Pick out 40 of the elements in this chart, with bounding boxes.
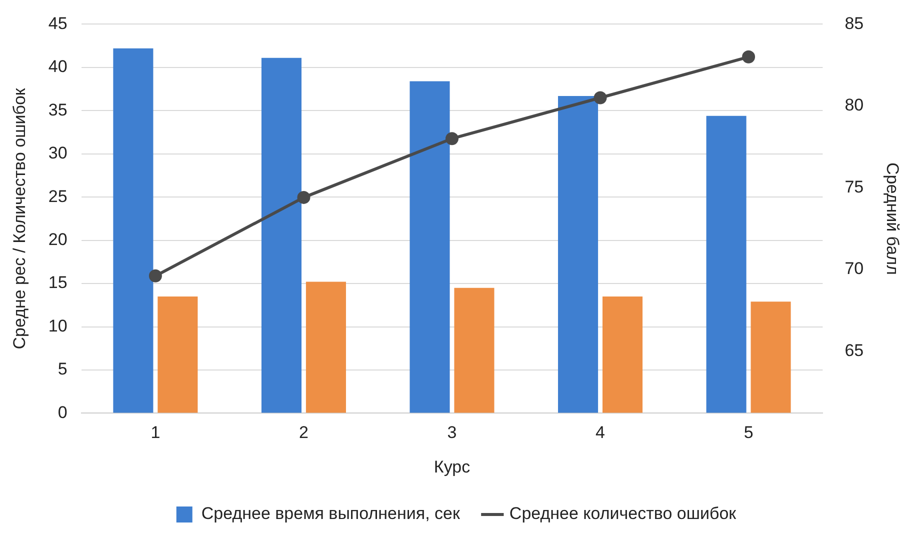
point: [297, 190, 310, 204]
y-tick-label: 30: [48, 144, 68, 163]
legend-label: Среднее время выполнения, сек: [201, 504, 460, 524]
y-tick-label: 45: [48, 14, 68, 33]
bar: [706, 116, 746, 413]
y2-tick-label: 65: [844, 340, 864, 360]
bar: [602, 296, 643, 413]
point: [742, 50, 756, 64]
x-tick-label: 5: [744, 423, 754, 442]
y2-tick-label: 75: [844, 177, 864, 196]
y2-tick-label: 85: [844, 14, 864, 33]
y2-axis-title: Средний балл: [883, 162, 902, 275]
bar: [454, 288, 494, 413]
x-axis-title: Курс: [434, 457, 471, 476]
bar: [306, 282, 346, 413]
y-tick-label: 5: [58, 360, 68, 379]
y-tick-label: 35: [48, 100, 68, 120]
y2-tick-label: 70: [844, 259, 864, 278]
y2-tick-label: 80: [844, 96, 864, 115]
bar: [558, 96, 598, 413]
point: [594, 91, 607, 104]
bar: [158, 296, 198, 413]
y-axis-title: Средне рес / Количество ошибок: [10, 88, 29, 350]
y-tick-label: 10: [48, 316, 68, 336]
x-tick-label: 1: [150, 423, 160, 442]
point: [148, 269, 162, 282]
y-tick-label: 15: [48, 273, 68, 292]
y-tick-label: 40: [48, 57, 68, 76]
legend-label: Среднее количество ошибок: [509, 504, 737, 524]
x-tick-label: 4: [596, 423, 606, 442]
point: [446, 132, 458, 146]
y-tick-label: 0: [58, 402, 68, 422]
bar: [113, 48, 154, 413]
x-tick-label: 3: [447, 423, 457, 442]
y-tick-label: 25: [48, 186, 68, 206]
y-tick-label: 20: [48, 230, 68, 249]
bar: [410, 81, 450, 413]
x-tick-label: 2: [298, 423, 308, 442]
bar: [750, 302, 791, 413]
bar: [261, 58, 302, 413]
